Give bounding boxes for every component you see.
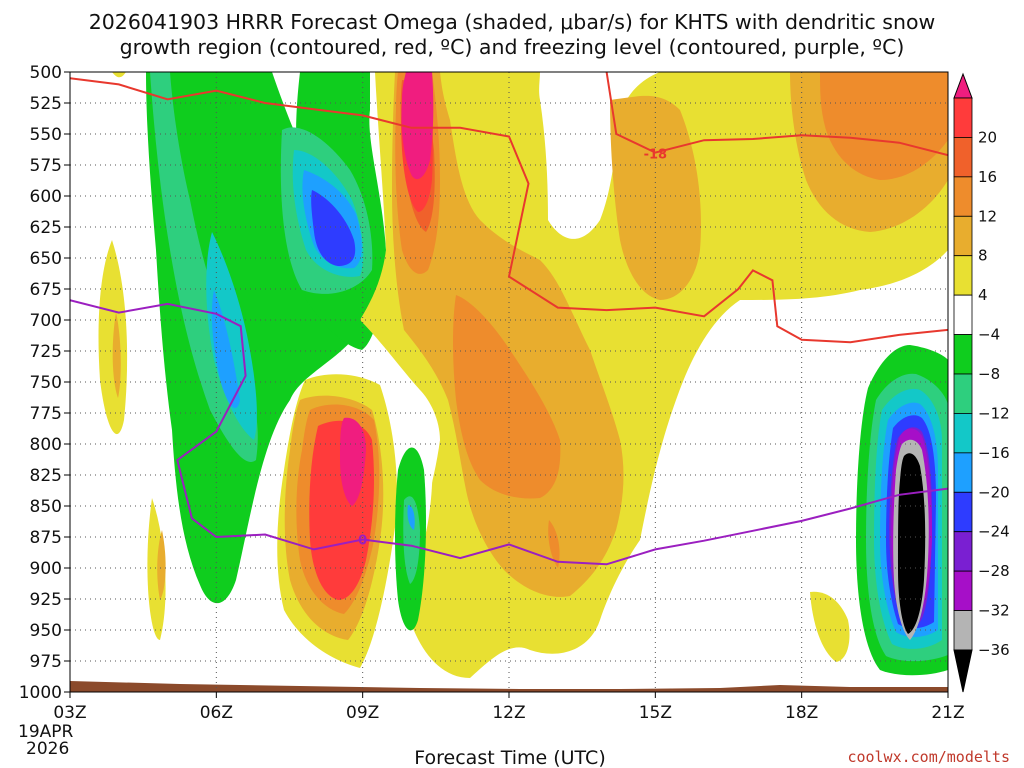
x-tick-label-12Z: 12Z — [492, 703, 525, 723]
y-tick-label-900: 900 — [30, 559, 62, 579]
colorbar-swatch-6 — [953, 334, 973, 375]
contour-dendritic-lower — [70, 77, 948, 344]
y-tick-label-625: 625 — [30, 218, 62, 238]
credit-text: coolwx.com/modelts — [847, 748, 1010, 766]
colorbar-label-1: 16 — [978, 168, 997, 186]
omega-cell-pos-24 — [401, 72, 434, 180]
omega-cell-pos-4 — [112, 72, 126, 78]
y-tick-label-500: 500 — [30, 63, 62, 83]
x-axis: 03Z 06Z 09Z 12Z 15Z 18Z 21Z — [53, 692, 965, 723]
colorbar-label-13: −36 — [978, 641, 1010, 659]
omega-cell-pos-12 — [453, 295, 561, 499]
y-tick-label-1000: 1000 — [19, 683, 62, 703]
omega-cell-neg-36 — [898, 453, 926, 634]
colorbar-label-5: −4 — [978, 326, 1000, 344]
plot-area: -18 0 — [70, 72, 948, 692]
y-tick-label-575: 575 — [30, 156, 62, 176]
y-tick-label-550: 550 — [30, 125, 62, 145]
colorbar-swatch-11 — [953, 531, 973, 572]
x-tick-label-09Z: 09Z — [346, 703, 379, 723]
colorbar-swatch-4 — [953, 255, 973, 296]
colorbar-cap-bottom — [953, 649, 973, 693]
chart-title-line1: 2026041903 HRRR Forecast Omega (shaded, … — [89, 10, 936, 34]
colorbar-label-12: −32 — [978, 602, 1010, 620]
x-tick-label-03Z: 03Z — [53, 703, 86, 723]
colorbar-cap-top — [953, 72, 973, 99]
y-tick-label-750: 750 — [30, 373, 62, 393]
y-tick-label-975: 975 — [30, 652, 62, 672]
colorbar-label-9: −20 — [978, 483, 1010, 501]
y-tick-label-725: 725 — [30, 342, 62, 362]
colorbar: 20 16 12 8 4 −4 −8 −12 −16 −20 −24 −28 −32 −36 — [953, 72, 1010, 693]
y-tick-label-875: 875 — [30, 528, 62, 548]
colorbar-label-6: −8 — [978, 365, 1000, 383]
start-date-line2: 2026 — [26, 739, 69, 759]
y-tick-label-650: 650 — [30, 249, 62, 269]
y-tick-label-825: 825 — [30, 466, 62, 486]
y-tick-label-700: 700 — [30, 311, 62, 331]
omega-cell-neg-12 — [206, 232, 257, 440]
contours: -18 0 — [70, 72, 948, 566]
omega-cell-neg-12 — [407, 505, 415, 530]
colorbar-swatch-12 — [953, 570, 973, 611]
contour-label-dendritic: -18 — [644, 148, 668, 163]
omega-cell-neg-20 — [311, 190, 356, 266]
colorbar-swatch-3 — [953, 215, 973, 257]
colorbar-label-4: 4 — [978, 286, 988, 304]
contour-freezing-level — [70, 299, 948, 566]
colorbar-swatch-10 — [953, 491, 973, 533]
colorbar-label-3: 8 — [978, 247, 988, 265]
colorbar-swatch-2 — [953, 176, 973, 217]
x-tick-label-18Z: 18Z — [785, 703, 818, 723]
colorbar-label-0: 20 — [978, 128, 997, 146]
y-tick-label-525: 525 — [30, 94, 62, 114]
start-date-line1: 19APR — [18, 722, 74, 742]
colorbar-swatch-8 — [953, 413, 973, 454]
y-tick-label-800: 800 — [30, 435, 62, 455]
contour-label-freezing: 0 — [358, 533, 367, 548]
omega-cell-pos-8 — [392, 72, 624, 597]
x-tick-label-06Z: 06Z — [200, 703, 233, 723]
grid — [70, 72, 948, 692]
y-tick-label-850: 850 — [30, 497, 62, 517]
colorbar-swatch-9 — [953, 452, 973, 493]
colorbar-label-11: −28 — [978, 562, 1010, 580]
x-tick-label-15Z: 15Z — [639, 703, 672, 723]
y-tick-label-600: 600 — [30, 187, 62, 207]
omega-shading — [70, 72, 948, 692]
colorbar-swatch-7 — [953, 373, 973, 414]
omega-cell-pos-24 — [340, 417, 366, 506]
contour-dendritic-upper — [605, 72, 948, 157]
colorbar-label-2: 12 — [978, 207, 997, 225]
omega-cell-pos-8 — [112, 312, 121, 398]
colorbar-swatch-1 — [953, 137, 973, 178]
colorbar-swatch-0 — [953, 97, 973, 138]
omega-cell-neg-16 — [211, 290, 240, 409]
omega-cell-pos-4 — [147, 498, 166, 640]
omega-cell-pos-4 — [810, 591, 850, 662]
y-tick-label-775: 775 — [30, 404, 62, 424]
omega-cell-pos-8 — [157, 530, 166, 600]
omega-cell-neg-8 — [403, 496, 420, 584]
colorbar-label-10: −24 — [978, 523, 1010, 541]
y-tick-label-675: 675 — [30, 280, 62, 300]
colorbar-swatch-5 — [953, 294, 973, 335]
chart-title-line2: growth region (contoured, red, ºC) and f… — [120, 35, 905, 59]
omega-cell-pos-12 — [548, 520, 560, 568]
colorbar-label-8: −16 — [978, 444, 1010, 462]
y-tick-label-950: 950 — [30, 621, 62, 641]
x-tick-label-21Z: 21Z — [931, 703, 964, 723]
y-axis: 500 525 550 575 600 625 650 675 700 725 750 775 800 8… — [19, 63, 70, 703]
ground-terrain — [70, 681, 948, 692]
omega-cell-pos-12 — [820, 72, 948, 180]
colorbar-swatch-13 — [953, 610, 973, 651]
x-axis-label: Forecast Time (UTC) — [414, 747, 605, 768]
y-tick-label-925: 925 — [30, 590, 62, 610]
colorbar-label-7: −12 — [978, 404, 1010, 422]
